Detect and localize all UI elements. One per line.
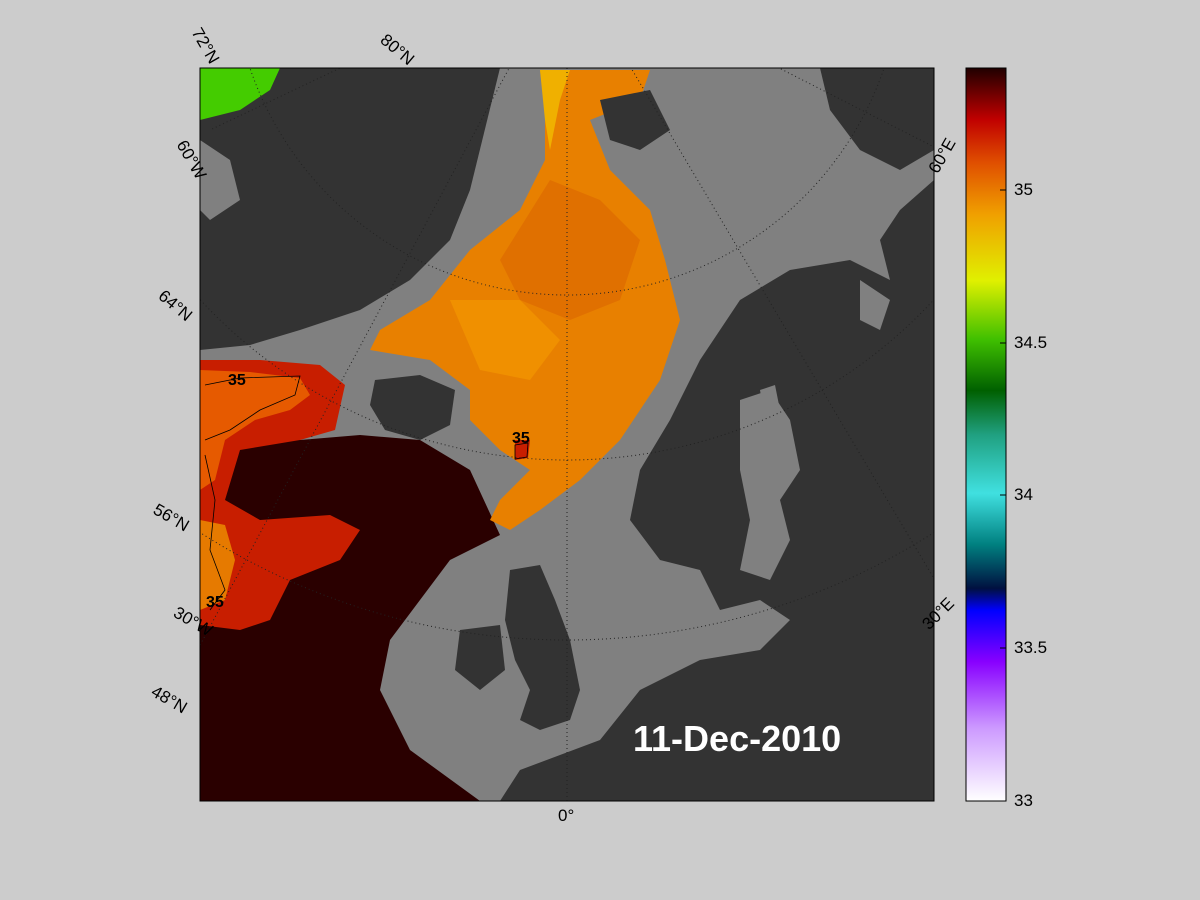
arctic-land-east (820, 68, 934, 170)
baltic-sea (740, 390, 800, 580)
britain-land (505, 565, 580, 730)
date-label: 11-Dec-2010 (633, 718, 842, 759)
scandinavia-land (500, 180, 934, 801)
colorbar-tick-34.5: 34.5 (1014, 333, 1048, 352)
greenland-land (200, 68, 500, 350)
iceland-land (370, 375, 455, 440)
colorbar-tick-35: 35 (1014, 180, 1033, 199)
contour-label: 35 (512, 430, 530, 447)
contour-label: 35 (228, 372, 246, 389)
ireland-land (455, 625, 505, 690)
baffin-bay-salinity (200, 68, 280, 120)
colorbar-ticks (1000, 189, 1006, 802)
colorbar (965, 67, 1007, 802)
contour-lines (204, 375, 529, 611)
colorbar-tick-34: 34 (1014, 485, 1033, 504)
contour-label: 35 (206, 594, 224, 611)
graticule (200, 68, 934, 801)
map-frame (199, 67, 935, 802)
colorbar-tick-33: 33 (1014, 791, 1033, 810)
colorbar-tick-33.5: 33.5 (1014, 638, 1048, 657)
lon-label-0: 0° (558, 806, 575, 825)
